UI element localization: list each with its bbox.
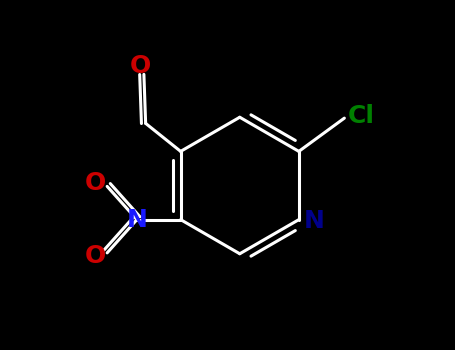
- Text: Cl: Cl: [348, 104, 375, 128]
- Text: O: O: [84, 244, 106, 268]
- Text: O: O: [84, 171, 106, 195]
- Text: N: N: [304, 209, 325, 233]
- Text: O: O: [130, 54, 151, 78]
- Text: N: N: [126, 208, 147, 232]
